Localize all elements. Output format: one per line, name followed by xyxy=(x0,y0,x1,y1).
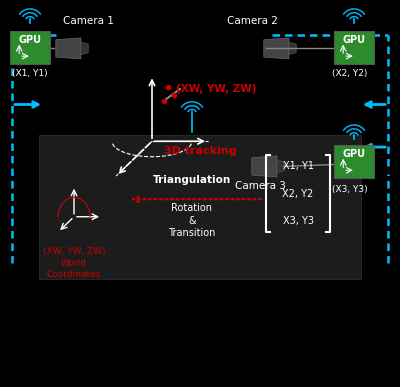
Text: GPU: GPU xyxy=(342,35,366,45)
Text: World
Coordinates: World Coordinates xyxy=(47,259,101,279)
FancyBboxPatch shape xyxy=(10,31,50,64)
Text: (XW, YW, ZW): (XW, YW, ZW) xyxy=(43,247,105,256)
Text: Camera 2: Camera 2 xyxy=(226,16,278,26)
Text: Triangulation: Triangulation xyxy=(153,175,231,185)
FancyBboxPatch shape xyxy=(39,135,361,279)
Text: (XW, YW, ZW): (XW, YW, ZW) xyxy=(176,84,256,94)
Text: X3, Y3: X3, Y3 xyxy=(282,216,314,226)
Polygon shape xyxy=(277,160,284,173)
Text: Rotation
&
Transition: Rotation & Transition xyxy=(168,203,216,238)
Text: 3D tracking: 3D tracking xyxy=(164,146,236,156)
Text: Camera 1: Camera 1 xyxy=(62,16,114,26)
Polygon shape xyxy=(56,38,81,59)
Polygon shape xyxy=(289,42,296,55)
Text: GPU: GPU xyxy=(18,35,42,45)
Text: Camera 3: Camera 3 xyxy=(234,181,286,191)
Text: X2, Y2: X2, Y2 xyxy=(282,188,314,199)
FancyBboxPatch shape xyxy=(334,145,374,178)
Text: X1, Y1: X1, Y1 xyxy=(282,161,314,171)
Text: (X1, Y1): (X1, Y1) xyxy=(12,69,48,78)
Text: (X3, Y3): (X3, Y3) xyxy=(332,185,368,194)
Polygon shape xyxy=(81,42,88,55)
Polygon shape xyxy=(264,38,289,59)
Text: (X2, Y2): (X2, Y2) xyxy=(332,69,368,78)
FancyBboxPatch shape xyxy=(334,31,374,64)
Text: GPU: GPU xyxy=(342,149,366,159)
Polygon shape xyxy=(252,156,277,177)
